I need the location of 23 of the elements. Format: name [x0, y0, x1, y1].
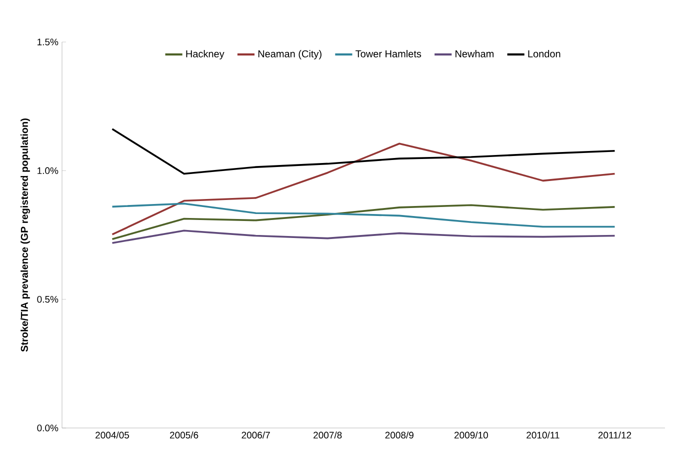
y-tick-label: 1.0% [38, 167, 58, 174]
y-tick-label: 0.5% [37, 296, 58, 303]
line-series [111, 204, 616, 240]
legend-label: London [528, 50, 560, 58]
x-tick-label: 2007/8 [314, 432, 342, 438]
legend-label: Tower Hamlets [356, 50, 422, 58]
y-tick-label: 0.0% [37, 424, 58, 432]
legend-label: Neaman (City) [258, 50, 322, 60]
x-tick-label: 2006/7 [242, 432, 270, 438]
legend-label: Newham [456, 50, 494, 58]
x-tick-label: 2010/11 [526, 432, 560, 438]
x-tick-label: 2009/10 [454, 432, 488, 438]
y-axis-title: Stroke/TIA prevalence (GP registered population) [20, 118, 30, 352]
legend-label: Hackney [186, 50, 224, 60]
x-tick-label: 2005/6 [170, 432, 198, 438]
y-tick-label: 1.5% [38, 38, 58, 46]
x-tick-label: 2004/05 [96, 432, 130, 438]
line-series [111, 142, 616, 236]
line-series [111, 202, 616, 228]
line-series [111, 128, 616, 175]
x-tick-label: 2008/9 [385, 432, 414, 438]
x-tick-label: 2011/12 [598, 432, 632, 438]
line-series [111, 230, 616, 244]
